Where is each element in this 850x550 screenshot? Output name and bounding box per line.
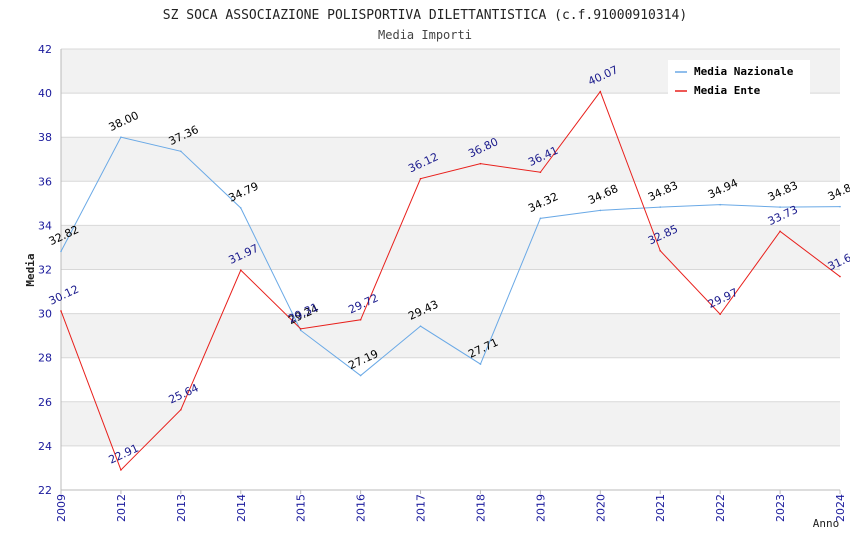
x-tick-label: 2012 — [115, 494, 128, 522]
data-label: 34.68 — [586, 182, 620, 207]
y-tick-label: 38 — [38, 131, 52, 144]
legend-box — [668, 60, 810, 98]
y-tick-label: 42 — [38, 43, 52, 56]
x-tick-label: 2014 — [235, 494, 248, 522]
data-point — [779, 206, 781, 208]
data-point — [839, 275, 841, 278]
x-tick-label: 2022 — [714, 494, 727, 522]
data-point — [120, 469, 122, 471]
data-label: 34.85 — [826, 178, 850, 203]
x-tick-label: 2013 — [175, 494, 188, 522]
data-point — [599, 209, 602, 212]
data-point — [419, 177, 422, 180]
plot-band — [61, 401, 840, 446]
x-tick-label: 2015 — [295, 494, 308, 522]
data-point — [599, 90, 602, 93]
data-point — [719, 313, 721, 316]
data-point — [180, 408, 182, 411]
data-point — [779, 230, 781, 233]
x-tick-label: 2020 — [594, 494, 607, 522]
data-point — [839, 205, 841, 208]
legend-label-ente: Media Ente — [694, 84, 761, 97]
grid-lines — [61, 48, 840, 491]
data-label: 34.83 — [646, 179, 680, 204]
data-point — [359, 374, 362, 377]
series-lines — [60, 90, 841, 471]
x-tick-label: 2018 — [474, 494, 487, 522]
y-tick-label: 32 — [38, 264, 52, 277]
y-tick-label: 24 — [38, 440, 52, 453]
data-point — [239, 269, 242, 271]
plot-band — [61, 137, 840, 182]
series-line-nazionale — [60, 136, 841, 377]
series-line-ente — [60, 90, 841, 471]
x-tick-label: 2016 — [355, 494, 368, 522]
y-tick-label: 40 — [38, 87, 52, 100]
chart-title: SZ SOCA ASSOCIAZIONE POLISPORTIVA DILETT… — [163, 8, 687, 23]
data-label: 34.32 — [526, 190, 560, 215]
plot-band — [61, 313, 840, 358]
y-tick-labels: 22 24 26 28 30 32 34 36 38 40 42 — [38, 43, 52, 497]
y-tick-label: 34 — [38, 219, 52, 232]
plot-band — [61, 225, 840, 270]
data-point — [479, 162, 482, 165]
data-point — [120, 136, 122, 138]
x-tick-label: 2009 — [55, 494, 68, 522]
data-point — [419, 325, 422, 327]
data-point — [359, 318, 362, 321]
data-point — [180, 150, 182, 153]
data-point — [659, 249, 662, 252]
legend: Media Nazionale Media Ente — [668, 60, 810, 98]
data-label: 38.00 — [107, 109, 141, 134]
data-point — [60, 310, 62, 312]
y-tick-label: 30 — [38, 308, 52, 321]
data-point — [479, 363, 482, 365]
y-axis-label: Media — [24, 253, 37, 286]
data-label: 29.97 — [706, 286, 740, 311]
data-point — [60, 250, 62, 253]
x-tick-labels: 2009 2012 2013 2014 2015 2016 2017 2018 2019 2020… — [55, 494, 847, 522]
data-point — [719, 203, 721, 206]
x-tick-label: 2019 — [534, 494, 547, 522]
y-tick-label: 26 — [38, 396, 52, 409]
plot-bands — [61, 49, 840, 446]
data-label: 34.79 — [227, 180, 261, 205]
data-point — [299, 329, 302, 332]
x-tick-label: 2024 — [834, 494, 847, 522]
axes — [60, 49, 841, 494]
y-tick-label: 22 — [38, 484, 52, 497]
legend-label-nazionale: Media Nazionale — [694, 65, 794, 78]
data-point — [539, 171, 542, 174]
y-tick-label: 28 — [38, 352, 52, 365]
data-point — [299, 328, 302, 330]
data-label: 30.12 — [47, 283, 81, 308]
data-point — [239, 207, 242, 209]
x-axis-label: Anno — [813, 517, 840, 530]
x-tick-label: 2023 — [774, 494, 787, 522]
x-tick-label: 2017 — [415, 494, 428, 522]
chart-subtitle: Media Importi — [378, 28, 472, 42]
y-tick-label: 36 — [38, 175, 52, 188]
data-label: 34.83 — [766, 179, 800, 204]
data-point — [659, 206, 662, 208]
x-tick-label: 2021 — [654, 494, 667, 522]
data-point — [539, 217, 542, 220]
